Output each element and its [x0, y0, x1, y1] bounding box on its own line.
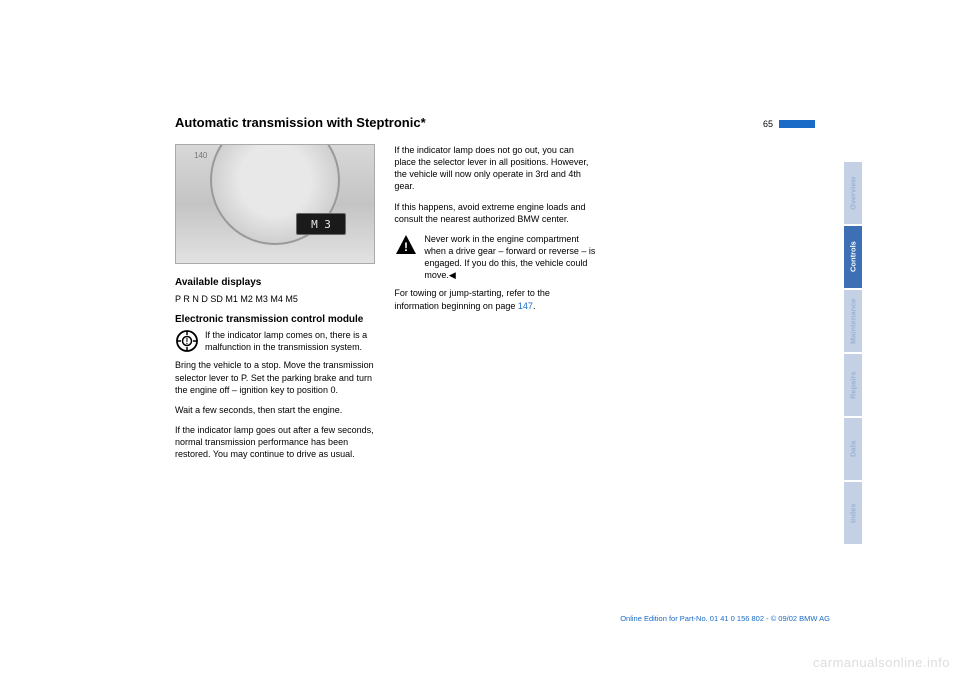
tab-data[interactable]: Data	[844, 418, 862, 480]
icon-paragraph-malfunction: ! If the indicator lamp comes on, there …	[175, 329, 376, 353]
page-number: 65	[763, 119, 773, 129]
displays-list: P R N D SD M1 M2 M3 M4 M5	[175, 293, 376, 305]
watermark: carmanualsonline.info	[813, 655, 950, 670]
page-title: Automatic transmission with Steptronic*	[175, 115, 426, 130]
column-3	[614, 144, 815, 468]
side-tabs: Overview Controls Maintenance Repairs Da…	[844, 162, 862, 544]
para-wait: Wait a few seconds, then start the engin…	[175, 404, 376, 416]
warning-triangle-icon: !	[394, 233, 418, 257]
header-row: Automatic transmission with Steptronic* …	[175, 115, 815, 130]
gauge-readout: M 3	[296, 213, 346, 235]
svg-text:!: !	[404, 240, 408, 254]
icon-text-malfunction: If the indicator lamp comes on, there is…	[205, 329, 376, 353]
para-not-go-out: If the indicator lamp does not go out, y…	[394, 144, 595, 193]
svg-text:!: !	[186, 337, 189, 346]
subhead-etc-module: Electronic transmission control module	[175, 313, 376, 327]
tab-index[interactable]: Index	[844, 482, 862, 544]
para-avoid-loads: If this happens, avoid extreme engine lo…	[394, 201, 595, 225]
gear-warning-icon: !	[175, 329, 199, 353]
end-arrow-icon: ◀	[449, 270, 456, 280]
para-towing: For towing or jump-starting, refer to th…	[394, 287, 595, 311]
para-stop-vehicle: Bring the vehicle to a stop. Move the tr…	[175, 359, 376, 395]
icon-paragraph-warning: ! Never work in the engine compartment w…	[394, 233, 595, 282]
page-marker	[779, 120, 815, 128]
page-content: Automatic transmission with Steptronic* …	[175, 115, 815, 468]
subhead-available-displays: Available displays	[175, 276, 376, 290]
tab-maintenance[interactable]: Maintenance	[844, 290, 862, 352]
footer-text: Online Edition for Part-No. 01 41 0 156 …	[620, 614, 830, 623]
warning-text: Never work in the engine compartment whe…	[424, 233, 595, 282]
gauge-tick: 140	[194, 151, 207, 162]
page-link-147[interactable]: 147	[518, 301, 533, 311]
tab-controls[interactable]: Controls	[844, 226, 862, 288]
column-1: 140 M 3 Available displays P R N D SD M1…	[175, 144, 376, 468]
towing-text-b: .	[533, 301, 536, 311]
column-2: If the indicator lamp does not go out, y…	[394, 144, 595, 468]
para-lamp-out: If the indicator lamp goes out after a f…	[175, 424, 376, 460]
tab-overview[interactable]: Overview	[844, 162, 862, 224]
page-number-area: 65	[763, 119, 815, 129]
tab-repairs[interactable]: Repairs	[844, 354, 862, 416]
gauge-cluster-image: 140 M 3	[175, 144, 375, 264]
columns: 140 M 3 Available displays P R N D SD M1…	[175, 144, 815, 468]
